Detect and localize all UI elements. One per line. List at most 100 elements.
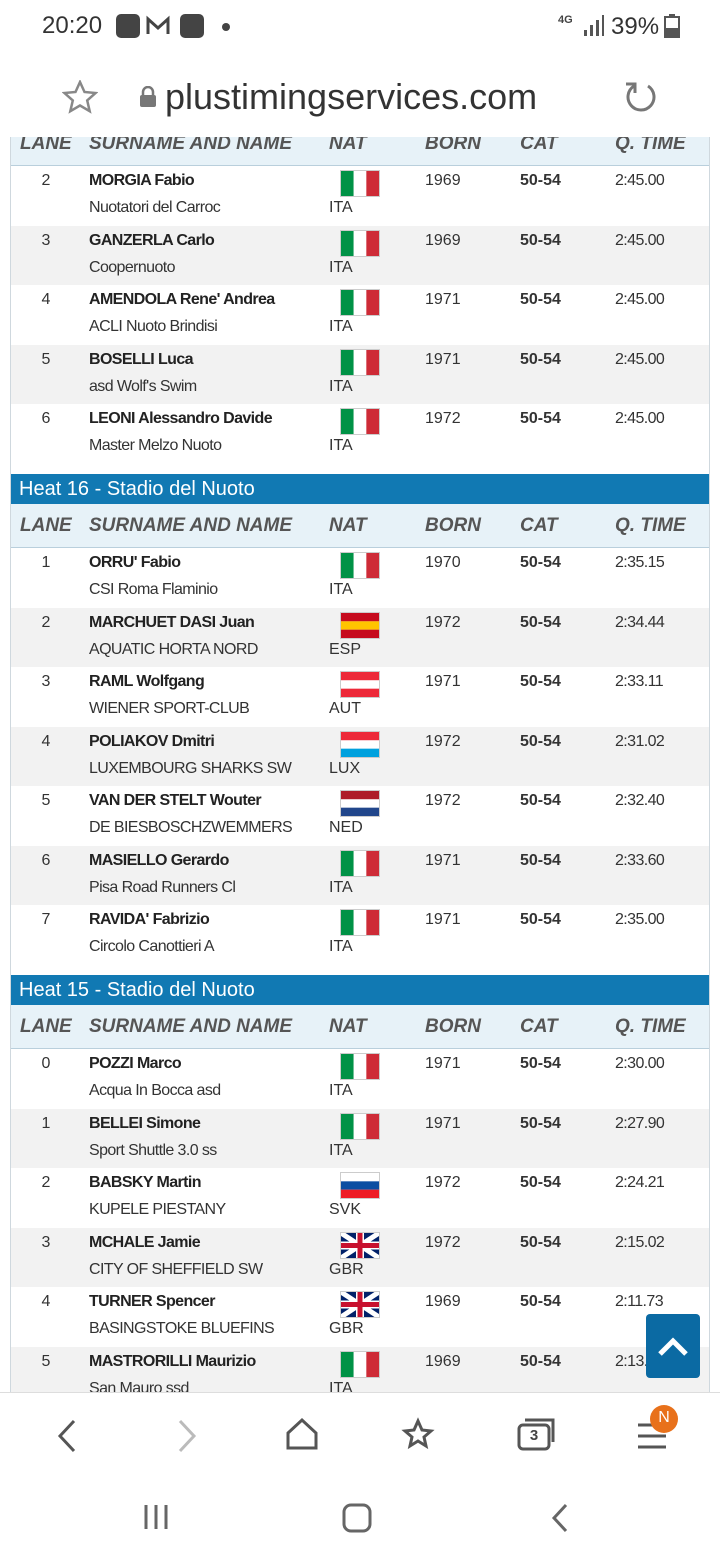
nationality: GBR xyxy=(329,1260,364,1278)
qualifying-time: 2:45.00 xyxy=(615,350,665,368)
born: 1971 xyxy=(425,1055,461,1072)
category: 50-54 xyxy=(520,172,561,189)
lane: 5 xyxy=(41,792,51,809)
category: 50-54 xyxy=(520,554,561,571)
result-row: 3 MCHALE Jamie CITY OF SHEFFIELD SW GBR 1972… xyxy=(11,1227,709,1287)
club: WIENER SPORT-CLUB xyxy=(89,700,250,717)
qualifying-time: 2:31.02 xyxy=(615,732,665,750)
flag xyxy=(340,170,380,197)
table-body: 0 POZZI Marco Acqua In Bocca asd ITA 1971 50-… xyxy=(11,1049,709,1392)
results: LANE SURNAME AND NAME NAT BORN CAT Q. TIME 2 MO… xyxy=(10,137,710,1392)
nationality: ITA xyxy=(329,318,353,335)
athlete-name: BABSKY Martin xyxy=(89,1174,202,1191)
system-back[interactable] xyxy=(551,1503,568,1533)
athlete-name: MARCHUET DASI Juan xyxy=(89,613,255,631)
result-row: 3 RAML Wolfgang WIENER SPORT-CLUB AUT 1971 50… xyxy=(11,667,709,727)
url[interactable]: plustimingservices.com xyxy=(165,76,538,117)
column-header: BORN xyxy=(425,515,481,536)
qualifying-time: 2:35.15 xyxy=(615,554,665,571)
spacer xyxy=(11,964,709,975)
browser-nav: 3 N xyxy=(0,1392,720,1560)
result-row: 2 MARCHUET DASI Juan AQUATIC HORTA NORD ESP… xyxy=(11,607,709,667)
club: CSI Roma Flaminio xyxy=(89,581,218,598)
category: 50-54 xyxy=(520,673,561,690)
top-bar: 20:20 4G 39% plustimingservices.com xyxy=(0,0,720,137)
column-header: SURNAME AND NAME xyxy=(89,1016,293,1037)
qualifying-time: 2:45.00 xyxy=(615,410,665,427)
category: 50-54 xyxy=(520,231,561,249)
born: 1971 xyxy=(425,673,461,690)
flag xyxy=(340,1053,380,1080)
heat-title: Heat 16 - Stadio del Nuoto xyxy=(11,474,709,504)
nationality: ITA xyxy=(329,938,353,955)
lane: 3 xyxy=(41,1233,51,1251)
athlete-name: BELLEI Simone xyxy=(89,1114,201,1132)
flag xyxy=(340,790,380,817)
bookmark-star[interactable] xyxy=(62,80,98,116)
flag xyxy=(340,229,380,257)
nationality: ITA xyxy=(329,1082,353,1099)
lane: 2 xyxy=(41,613,51,631)
result-row: 6 LEONI Alessandro Davide Master Melzo Nuo… xyxy=(11,404,709,464)
tabs[interactable] xyxy=(517,1423,551,1451)
recents[interactable] xyxy=(144,1505,168,1529)
result-row: 4 POLIAKOV Dmitri LUXEMBOURG SHARKS SW LUX 1… xyxy=(11,726,709,786)
club: Sport Shuttle 3.0 ss xyxy=(89,1141,217,1159)
club: DE BIESBOSCHZWEMMERS xyxy=(89,819,293,836)
result-row: 6 MASIELLO Gerardo Pisa Road Runners Cl ITA… xyxy=(11,845,709,905)
bookmarks[interactable] xyxy=(401,1417,435,1450)
forward[interactable] xyxy=(178,1419,197,1453)
home-button[interactable] xyxy=(342,1503,372,1533)
flag xyxy=(340,1231,380,1259)
signal-icon xyxy=(584,15,604,36)
battery-level: 39% xyxy=(611,13,660,40)
lane: 6 xyxy=(41,410,51,427)
born: 1969 xyxy=(425,1352,461,1370)
qualifying-time: 2:33.60 xyxy=(615,851,665,869)
qualifying-time: 2:45.00 xyxy=(615,172,665,189)
qualifying-time: 2:15.02 xyxy=(615,1233,665,1251)
nationality: ESP xyxy=(329,640,362,658)
back[interactable] xyxy=(57,1419,76,1453)
reload[interactable] xyxy=(622,78,660,116)
category: 50-54 xyxy=(520,350,561,368)
born: 1971 xyxy=(425,291,461,308)
category: 50-54 xyxy=(520,1233,561,1251)
athlete-name: RAML Wolfgang xyxy=(89,673,205,690)
category: 50-54 xyxy=(520,1174,561,1191)
club: CITY OF SHEFFIELD SW xyxy=(89,1260,263,1278)
back-to-top[interactable] xyxy=(646,1314,700,1378)
athlete-name: MASTRORILLI Maurizio xyxy=(89,1352,256,1370)
flag xyxy=(340,552,380,579)
flag xyxy=(340,348,380,376)
athlete-name: RAVIDA' Fabrizio xyxy=(89,911,210,928)
qualifying-time: 2:11.73 xyxy=(615,1293,664,1310)
category: 50-54 xyxy=(520,410,561,427)
category: 50-54 xyxy=(520,1293,561,1310)
athlete-name: POLIAKOV Dmitri xyxy=(89,732,215,750)
result-row: 2 BABSKY Martin KUPELE PIESTANY SVK 1972 50-5… xyxy=(11,1168,709,1228)
nationality: SVK xyxy=(329,1201,362,1218)
column-header: NAT xyxy=(329,1016,367,1037)
result-row: 7 RAVIDA' Fabrizio Circolo Canottieri A ITA… xyxy=(11,905,709,965)
battery-icon xyxy=(664,14,680,38)
club: Master Melzo Nuoto xyxy=(89,437,222,454)
qualifying-time: 2:30.00 xyxy=(615,1055,665,1072)
spacer xyxy=(11,463,709,474)
lane: 4 xyxy=(41,1293,51,1310)
category: 50-54 xyxy=(520,291,561,308)
nationality: ITA xyxy=(329,878,353,896)
category: 50-54 xyxy=(520,732,561,750)
nationality: ITA xyxy=(329,377,353,395)
nationality: NED xyxy=(329,819,363,836)
flag xyxy=(340,671,380,698)
athlete-name: BOSELLI Luca xyxy=(89,350,194,368)
born: 1972 xyxy=(425,792,461,809)
column-header: LANE xyxy=(20,137,72,154)
athlete-name: MASIELLO Gerardo xyxy=(89,851,229,869)
home[interactable] xyxy=(286,1417,318,1450)
flag xyxy=(340,730,380,758)
result-row: 5 BOSELLI Luca asd Wolf's Swim ITA 1971 50-54… xyxy=(11,344,709,404)
lane: 2 xyxy=(41,1174,51,1191)
qualifying-time: 2:27.90 xyxy=(615,1114,665,1132)
